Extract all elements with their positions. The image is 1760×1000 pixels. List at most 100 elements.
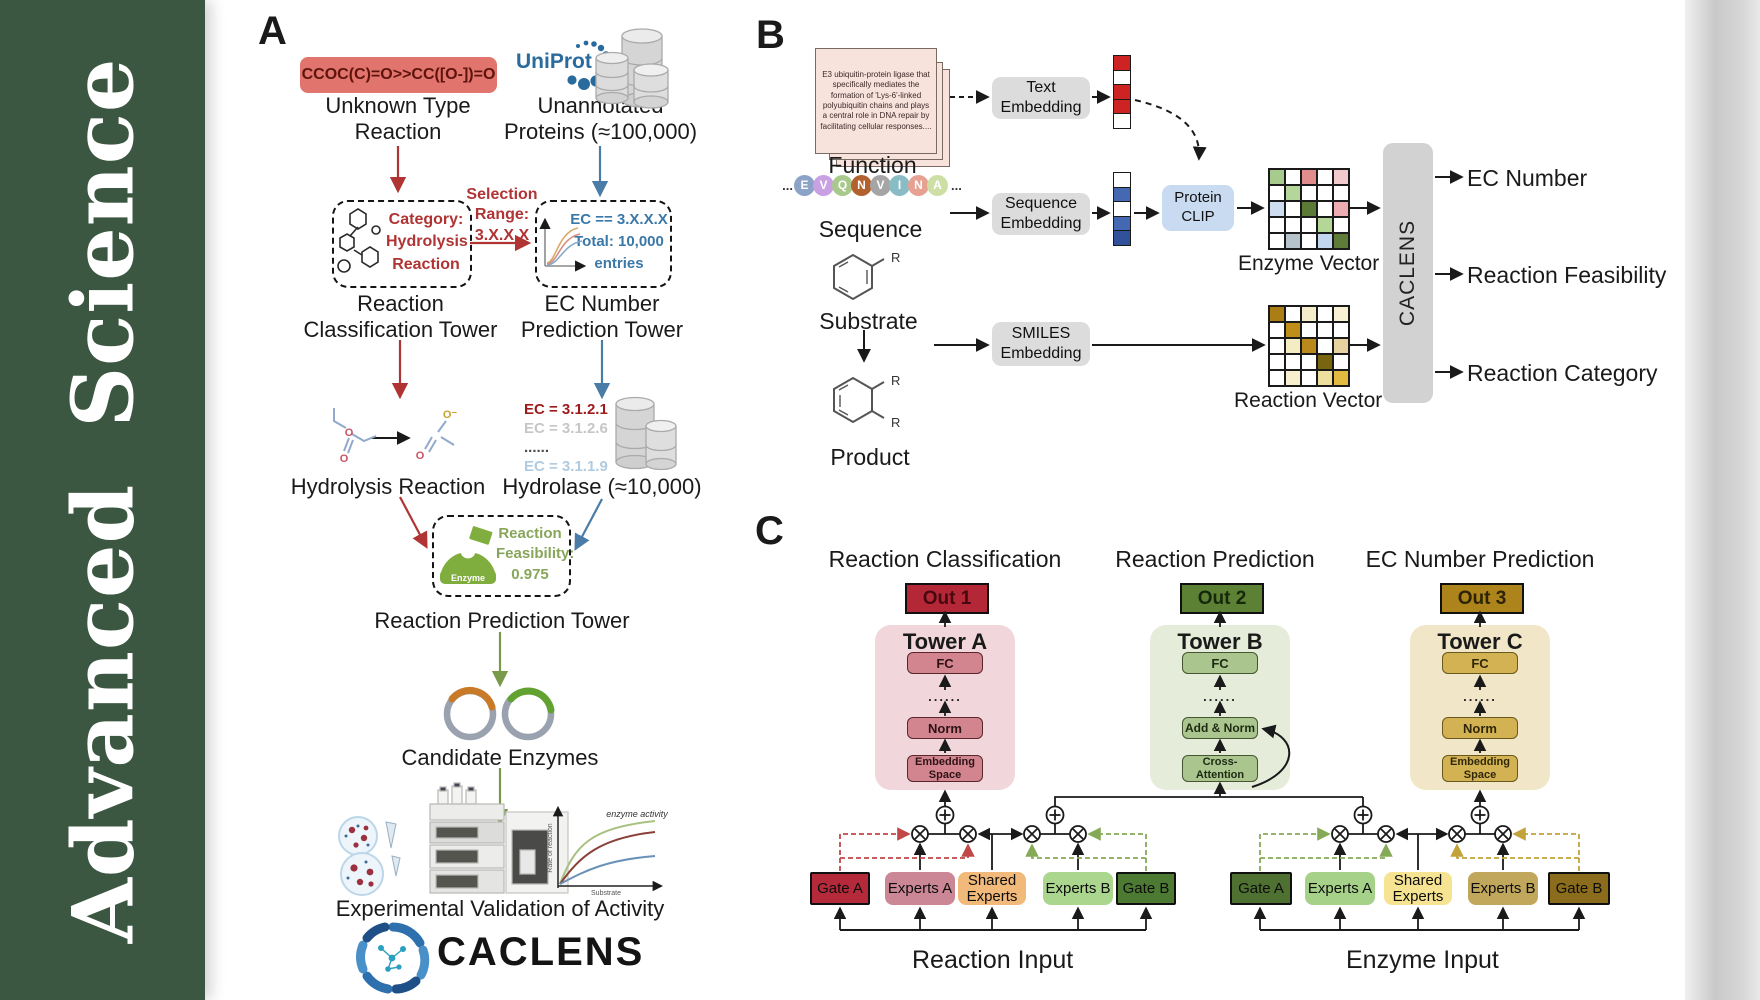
residue-circle: A bbox=[927, 174, 948, 196]
substrate-molecule-icon: R bbox=[833, 250, 900, 301]
matrix-cell bbox=[1301, 306, 1317, 322]
product-r1-label: R bbox=[891, 373, 900, 388]
text-embedding-vector bbox=[1113, 55, 1131, 129]
matrix-cell bbox=[1317, 338, 1333, 354]
page-edge-gradient bbox=[1685, 0, 1760, 1000]
svg-text:O⁻: O⁻ bbox=[443, 409, 458, 421]
out1-box: Out 1 bbox=[905, 583, 989, 614]
tower2-line2: Prediction Tower bbox=[520, 316, 684, 342]
matrix-cell bbox=[1269, 169, 1285, 185]
tower1-line2: Classification Tower bbox=[303, 316, 498, 342]
matrix-cell bbox=[1333, 338, 1349, 354]
matrix-cell bbox=[1301, 233, 1317, 249]
matrix-cell bbox=[1317, 169, 1333, 185]
matrix-cell bbox=[1285, 185, 1301, 201]
tower-b-bottom-line1: Cross- bbox=[1202, 756, 1238, 769]
smiles-embedding-line1: SMILES bbox=[1011, 325, 1071, 342]
moe-box-gate-b: Gate B bbox=[1116, 872, 1176, 905]
category-line3: Reaction bbox=[392, 255, 460, 273]
matrix-cell bbox=[1317, 354, 1333, 370]
matrix-cell bbox=[1269, 185, 1285, 201]
unknown-line2: Reaction bbox=[354, 118, 442, 144]
matrix-cell bbox=[1301, 322, 1317, 338]
unannotated-line1: Unannotated bbox=[537, 93, 664, 118]
matrix-cell bbox=[1285, 306, 1301, 322]
matrix-cell bbox=[1285, 370, 1301, 386]
title-ec-number-prediction: EC Number Prediction bbox=[1365, 546, 1595, 572]
matrix-cell bbox=[1317, 306, 1333, 322]
plus-node bbox=[935, 805, 1490, 825]
moe-box-experts-a: Experts A bbox=[1305, 872, 1375, 905]
matrix-cell bbox=[1269, 338, 1285, 354]
matrix-cell bbox=[1301, 354, 1317, 370]
database-icon-mid bbox=[615, 396, 677, 471]
tower-b-add-norm: Add & Norm bbox=[1182, 717, 1258, 739]
hydrolase-label: Hydrolase (≈10,000) bbox=[502, 474, 702, 499]
plot-ylabel: Rate of reaction bbox=[547, 823, 554, 873]
matrix-cell bbox=[1333, 233, 1349, 249]
tower-a-bottom-line1: Embedding bbox=[915, 756, 975, 769]
vector-cell bbox=[1113, 230, 1131, 246]
panel-b-label: B bbox=[756, 13, 785, 57]
tower-c-embedding-space: Embedding Space bbox=[1442, 755, 1518, 782]
title-reaction-prediction: Reaction Prediction bbox=[1115, 546, 1315, 572]
ec-selection-box bbox=[535, 200, 672, 288]
panel-b-arrows bbox=[857, 90, 1464, 379]
sequence-label: Sequence bbox=[818, 216, 923, 242]
residue-circle: V bbox=[870, 174, 891, 196]
output-reaction-category: Reaction Category bbox=[1467, 360, 1658, 386]
residue-circle: N bbox=[908, 174, 929, 196]
matrix-cell bbox=[1269, 370, 1285, 386]
caclens-logo-text: CACLENS bbox=[437, 930, 645, 974]
feasibility-line3: 0.975 bbox=[511, 565, 549, 583]
tower-c-bottom-line2: Space bbox=[1463, 768, 1497, 781]
moe-box-shared-experts: Shared Experts bbox=[1384, 872, 1452, 905]
ec-box-line2: Total: 10,000 bbox=[574, 232, 664, 250]
substrate-r-label: R bbox=[891, 250, 900, 265]
smiles-reaction-box: CCOC(C)=O>>CC([O-])=O bbox=[300, 57, 497, 93]
matrix-cell bbox=[1333, 217, 1349, 233]
reaction-prediction-tower-label: Reaction Prediction Tower bbox=[374, 608, 630, 633]
feasibility-line1: Reaction bbox=[498, 525, 562, 542]
selection-line1: Selection bbox=[466, 186, 538, 203]
journal-sidebar: Advanced Science bbox=[0, 0, 205, 1000]
caclens-logo-icon bbox=[356, 922, 430, 994]
feasibility-text: Reaction Feasibility: 0.975 bbox=[496, 524, 575, 585]
protein-clip-line1: Protein bbox=[1174, 189, 1222, 207]
ester-molecule-icon: O O bbox=[333, 408, 377, 465]
tower-b-dots: ...... bbox=[1203, 689, 1237, 704]
out3-box: Out 3 bbox=[1440, 583, 1524, 614]
tower-a-embedding-space: Embedding Space bbox=[907, 755, 983, 782]
enzyme-vector-matrix bbox=[1268, 168, 1350, 250]
matrix-cell bbox=[1333, 322, 1349, 338]
svg-text:O: O bbox=[340, 453, 349, 465]
reaction-classification-tower-label: Reaction Classification Tower bbox=[303, 291, 498, 343]
multiply-node bbox=[911, 825, 1512, 843]
moe-box-experts-a: Experts A bbox=[885, 872, 955, 905]
acetate-molecule-icon: O⁻ O bbox=[416, 409, 458, 462]
caclens-model-bar: CACLENS bbox=[1383, 143, 1433, 403]
caclens-bar-text: CACLENS bbox=[1396, 219, 1420, 327]
hydrolysis-reaction-label: Hydrolysis Reaction bbox=[290, 474, 486, 499]
text-embedding-box: Text Embedding bbox=[992, 77, 1090, 119]
text-embedding-line1: Text bbox=[1026, 79, 1056, 96]
sequence-embedding-vector bbox=[1113, 172, 1131, 246]
ellipsis-left: ... bbox=[782, 177, 793, 193]
feasibility-line2: Feasibility: bbox=[496, 545, 575, 563]
ellipsis-right: ... bbox=[951, 177, 962, 193]
moe-box-shared-experts: Shared Experts bbox=[958, 872, 1026, 905]
gate-dashed-lines bbox=[839, 827, 1580, 871]
tower-c-norm: Norm bbox=[1442, 717, 1518, 739]
residue-circle: N bbox=[851, 174, 872, 196]
matrix-cell bbox=[1317, 233, 1333, 249]
matrix-cell bbox=[1317, 370, 1333, 386]
ec-list-item: EC = 3.1.2.6 bbox=[524, 420, 608, 437]
matrix-cell bbox=[1301, 201, 1317, 217]
matrix-cell bbox=[1333, 370, 1349, 386]
sequence-embedding-box: Sequence Embedding bbox=[992, 193, 1090, 235]
svg-text:O: O bbox=[345, 427, 354, 439]
tower1-line1: Reaction bbox=[357, 291, 444, 316]
category-line1: Category: bbox=[388, 211, 464, 228]
product-r2-label: R bbox=[891, 415, 900, 430]
